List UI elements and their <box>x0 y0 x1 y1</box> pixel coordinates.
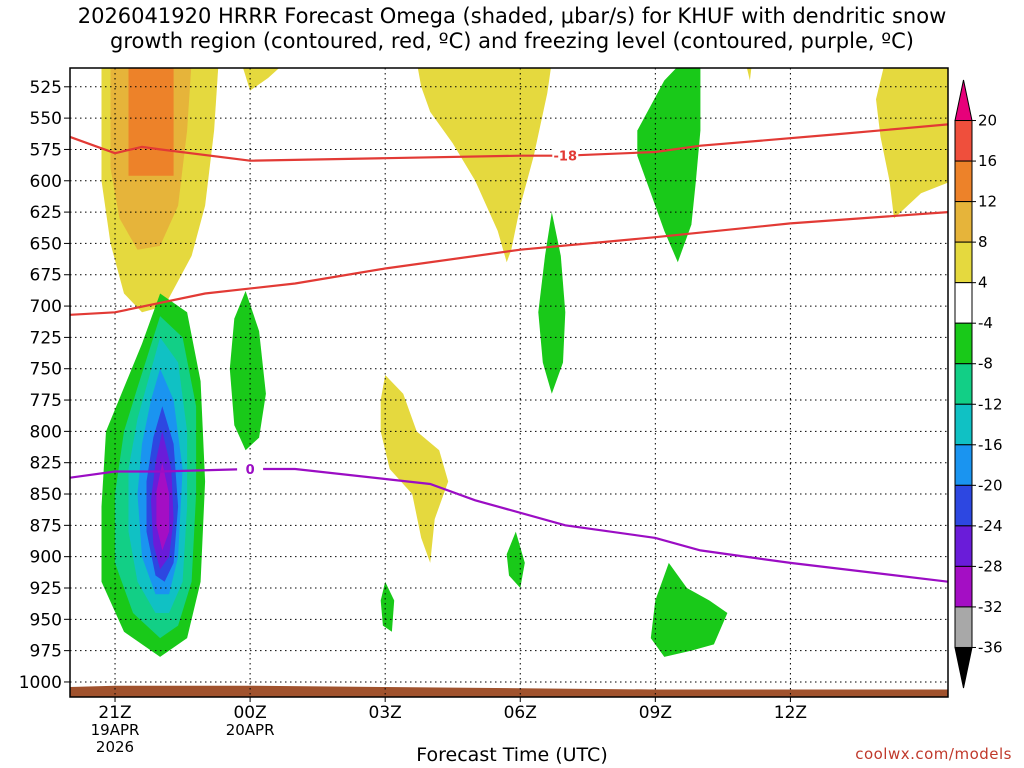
y-tick-label-600: 600 <box>30 172 62 192</box>
y-tick-label-750: 750 <box>30 360 62 380</box>
shade-low-mid <box>380 375 449 563</box>
colorbar-label: 8 <box>978 233 988 251</box>
shade-06z-updraft <box>538 212 566 394</box>
shade-00z-updraft <box>229 291 266 451</box>
watermark: coolwx.com/models <box>855 745 1012 763</box>
x-axis-label: Forecast Time (UTC) <box>416 744 608 766</box>
colorbar-bin <box>954 484 973 527</box>
contour-label-bg <box>552 147 579 164</box>
colorbar-bin <box>954 241 973 284</box>
colorbar-bin <box>954 322 973 365</box>
y-tick-label-650: 650 <box>30 234 62 254</box>
colorbar-bin <box>954 120 973 162</box>
colorbar-label: -4 <box>978 314 993 332</box>
y-tick-label-675: 675 <box>30 266 62 286</box>
colorbar-label: -32 <box>978 598 1003 616</box>
y-tick-label-800: 800 <box>30 422 62 442</box>
colorbar-bin <box>954 606 973 648</box>
x-tick-label-00Z: 00Z <box>233 703 266 723</box>
colorbar-label: 12 <box>978 193 997 211</box>
y-tick-label-575: 575 <box>30 140 62 160</box>
shade-10z-top <box>746 68 752 81</box>
x-tick-label-09Z: 09Z <box>639 703 672 723</box>
colorbar-label: -8 <box>978 355 993 373</box>
colorbar-top-arrow <box>954 79 973 122</box>
y-tick-label-775: 775 <box>30 391 62 411</box>
colorbar-label: -28 <box>978 557 1003 575</box>
x-tick-label-12Z: 12Z <box>774 703 807 723</box>
y-tick-label-525: 525 <box>30 78 62 98</box>
y-tick-label-725: 725 <box>30 328 62 348</box>
colorbar-bin <box>954 525 973 567</box>
y-tick-label-625: 625 <box>30 203 62 223</box>
colorbar-bottom-arrow <box>954 646 973 689</box>
colorbar-label: -24 <box>978 517 1003 535</box>
terrain-surface <box>70 685 948 697</box>
shade-09z-updraft-upper <box>637 68 701 263</box>
y-tick-label-875: 875 <box>30 516 62 536</box>
y-tick-label-825: 825 <box>30 454 62 474</box>
colorbar-bin <box>954 201 973 243</box>
colorbar-bin <box>954 403 973 446</box>
plot-frame <box>69 67 949 698</box>
colorbar-bin <box>954 282 973 324</box>
colorbar-label: 20 <box>978 112 997 130</box>
colorbar-label: -16 <box>978 436 1003 454</box>
shade-09z-updraft-low <box>650 562 728 657</box>
title-line-1: 2026041920 HRRR Forecast Omega (shaded, … <box>77 4 947 28</box>
y-tick-label-975: 975 <box>30 642 62 662</box>
contour-label: 0 <box>246 463 255 478</box>
x-tick-label-03Z: 03Z <box>369 703 402 723</box>
shade-lower-left-32 <box>156 462 170 551</box>
x-tick-label-06Z: 06Z <box>504 703 537 723</box>
y-tick-label-925: 925 <box>30 579 62 599</box>
colorbar-label: 16 <box>978 152 997 170</box>
colorbar-label: -36 <box>978 638 1003 656</box>
colorbar-label: -12 <box>978 395 1003 413</box>
contour-label-bg <box>237 460 264 477</box>
chart-title: 2026041920 HRRR Forecast Omega (shaded, … <box>0 4 1024 54</box>
contour-freezing-level <box>70 467 948 583</box>
shade-mid-top <box>417 68 551 263</box>
y-tick-label-950: 950 <box>30 610 62 630</box>
contour-dendritic-growth-bottom <box>70 211 948 316</box>
shade-upper-left-12 <box>128 68 174 176</box>
y-tick-label-900: 900 <box>30 548 62 568</box>
x-date-label: 2026 <box>96 738 134 756</box>
shade-00z-top <box>243 68 280 91</box>
y-tick-label-1000: 1000 <box>19 673 62 693</box>
colorbar-bin <box>954 565 973 608</box>
colorbar-label: -20 <box>978 476 1003 494</box>
colorbar-bin <box>954 160 973 203</box>
x-date-label: 19APR <box>91 721 140 739</box>
x-tick-label-21Z: 21Z <box>98 703 131 723</box>
colorbar-bin <box>954 363 973 405</box>
contour-dendritic-growth-top <box>70 123 948 162</box>
y-tick-label-850: 850 <box>30 485 62 505</box>
colorbar-bin <box>954 444 973 486</box>
plot-area: -18 0 <box>70 68 948 697</box>
y-tick-label-550: 550 <box>30 109 62 129</box>
y-tick-label-700: 700 <box>30 297 62 317</box>
colorbar-label: 4 <box>978 274 988 292</box>
x-date-label: 20APR <box>226 721 275 739</box>
contour-label: -18 <box>554 150 578 165</box>
title-line-2: growth region (contoured, red, ºC) and f… <box>110 29 914 53</box>
